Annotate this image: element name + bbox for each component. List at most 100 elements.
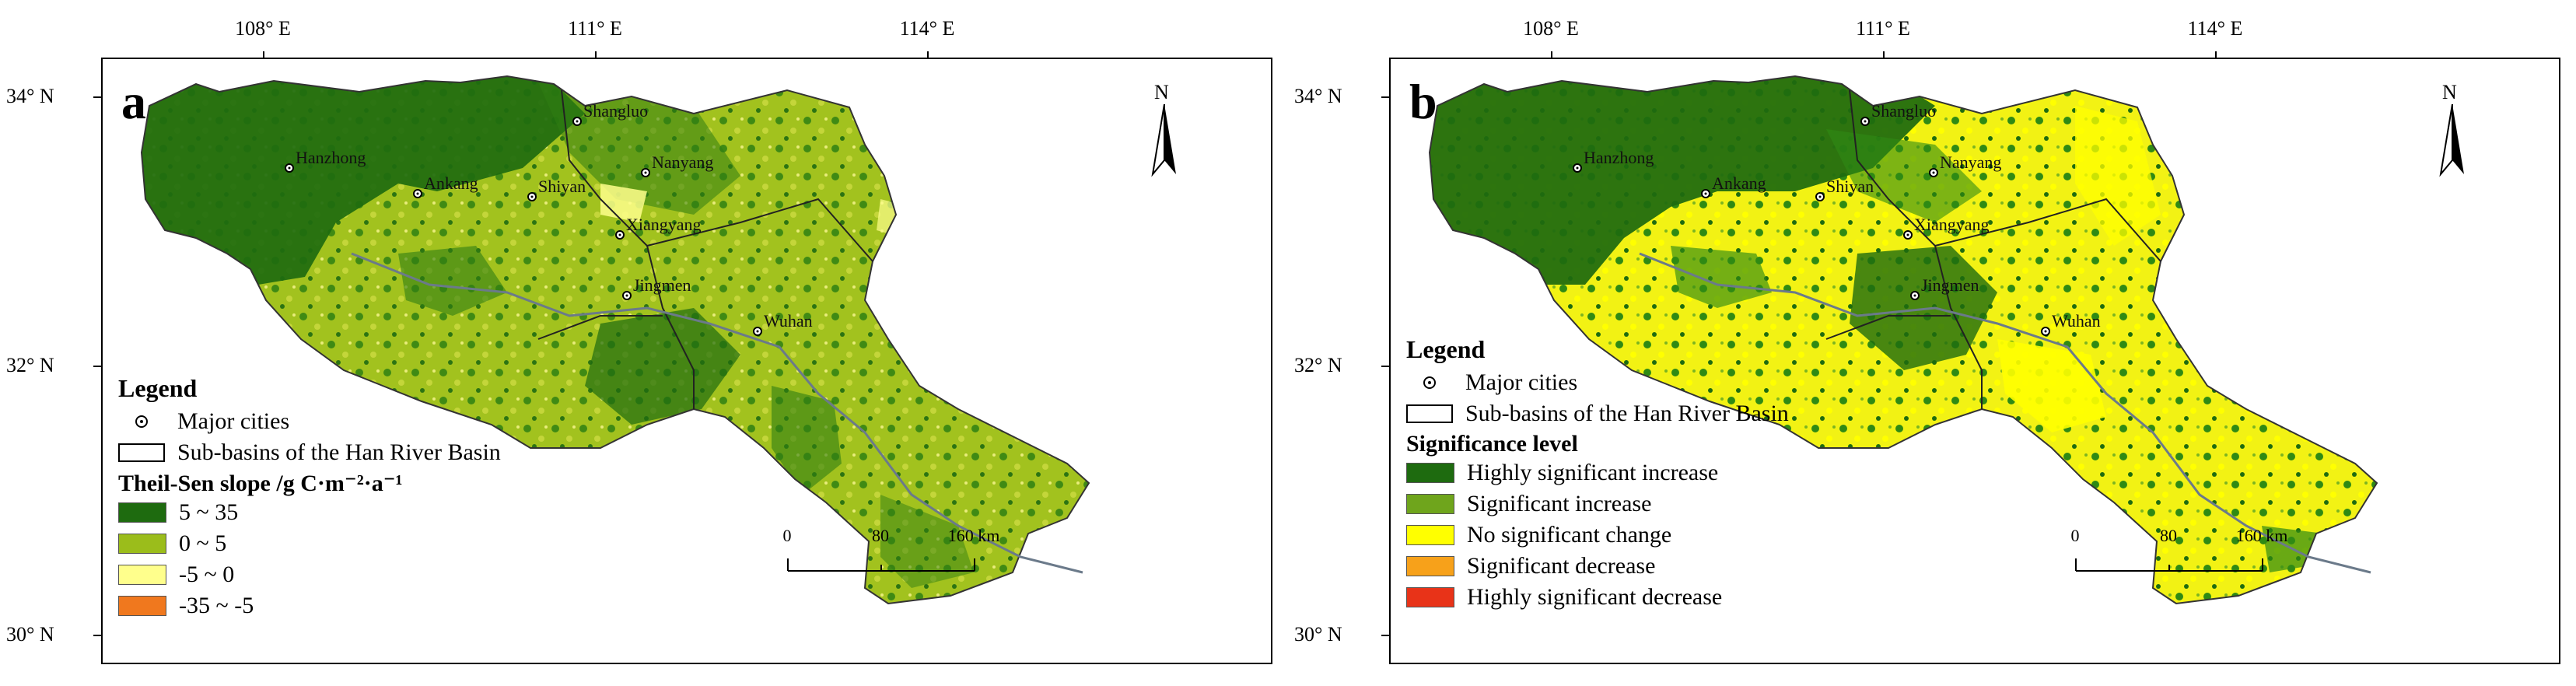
y-tick-mark — [1381, 366, 1389, 367]
scale-bar: 0 80 160 km — [2071, 526, 2287, 588]
north-label: N — [1154, 81, 1169, 103]
legend-title: Legend — [118, 374, 198, 402]
legend-swatch — [1406, 494, 1454, 514]
city-label-xiangyang: Xiangyang — [1914, 215, 1990, 234]
scale-bar: 0 80 160 km — [783, 526, 999, 588]
x-tick-111: 111° E — [568, 17, 622, 40]
y-tick-34: 34° N — [1294, 85, 1342, 107]
city-markers-a — [285, 117, 762, 336]
legend-cities-label: Major cities — [1465, 369, 1578, 395]
city-label-wuhan: Wuhan — [2052, 311, 2101, 331]
x-tick-mark — [263, 51, 264, 59]
y-tick-32: 32° N — [1294, 354, 1342, 376]
legend-swatch — [1406, 463, 1454, 483]
x-tick-114: 114° E — [899, 17, 955, 40]
legend-a: Legend Major cities Sub-basins of the Ha… — [118, 374, 501, 621]
city-label-xiangyang: Xiangyang — [626, 215, 702, 234]
legend-b: Legend Major cities Sub-basins of the Ha… — [1406, 335, 1789, 613]
x-tick-108: 108° E — [235, 17, 291, 40]
legend-row-class: No significant change — [1406, 520, 1789, 551]
legend-swatch — [118, 534, 166, 554]
legend-row-basins: Sub-basins of the Han River Basin — [118, 437, 501, 468]
x-tick-mark — [1883, 51, 1885, 59]
basin-map-a: Shangluo Hanzhong Ankang Shiyan Nanyang … — [140, 75, 1090, 605]
scale-label: 160 km — [2235, 526, 2288, 545]
legend-row-class: 5 ~ 35 — [118, 497, 501, 528]
basin-symbol-icon — [118, 443, 165, 462]
legend-swatch — [1406, 525, 1454, 545]
scale-label: 160 km — [947, 526, 1000, 545]
legend-swatch — [118, 502, 166, 523]
x-tick-mark — [595, 51, 597, 59]
y-tick-34: 34° N — [6, 85, 54, 107]
legend-row-class: Significant decrease — [1406, 551, 1789, 582]
legend-class-label: Highly significant increase — [1467, 460, 1719, 485]
legend-class-label: 0 ~ 5 — [179, 530, 227, 556]
city-label-shangluo: Shangluo — [583, 101, 648, 121]
legend-class-title: Theil-Sen slope /g C·m⁻²·a⁻¹ — [118, 471, 403, 496]
city-label-nanyang: Nanyang — [1940, 152, 2001, 172]
map-frame-a: a — [101, 58, 1272, 664]
legend-class-label: Highly significant decrease — [1467, 584, 1723, 610]
city-markers-b — [1573, 117, 2050, 336]
city-label-hanzhong: Hanzhong — [1584, 148, 1654, 167]
y-tick-mark — [1381, 635, 1389, 636]
map-frame-b: b — [1389, 58, 2560, 664]
y-tick-30: 30° N — [6, 623, 54, 646]
north-label: N — [2442, 81, 2457, 103]
x-tick-mark — [1551, 51, 1552, 59]
scale-label: 80 — [2160, 526, 2177, 545]
x-tick-mark — [927, 51, 929, 59]
x-tick-114: 114° E — [2187, 17, 2243, 40]
city-label-hanzhong: Hanzhong — [296, 148, 366, 167]
legend-class-label: -35 ~ -5 — [179, 593, 254, 618]
scale-label: 0 — [2070, 526, 2080, 545]
x-tick-mark — [2215, 51, 2217, 59]
panel-a: 108° E 111° E 114° E 34° N 32° N 30° N a — [6, 17, 1272, 664]
legend-class-label: No significant change — [1467, 522, 1672, 548]
x-tick-111: 111° E — [1856, 17, 1910, 40]
city-label-ankang: Ankang — [1712, 173, 1766, 193]
legend-class-label: Significant increase — [1467, 491, 1652, 516]
legend-row-basins: Sub-basins of the Han River Basin — [1406, 398, 1789, 429]
north-arrow-icon: N — [2425, 81, 2480, 182]
legend-row-class: Highly significant increase — [1406, 457, 1789, 488]
y-tick-mark — [93, 96, 101, 98]
city-label-shiyan: Shiyan — [538, 177, 586, 196]
north-arrow-icon: N — [1137, 81, 1192, 182]
city-label-shangluo: Shangluo — [1871, 101, 1936, 121]
basin-symbol-icon — [1406, 404, 1453, 423]
legend-row-class: 0 ~ 5 — [118, 528, 501, 559]
legend-swatch — [118, 565, 166, 585]
legend-row-class: -5 ~ 0 — [118, 559, 501, 590]
legend-basin-label: Sub-basins of the Han River Basin — [1465, 401, 1789, 426]
y-tick-mark — [93, 635, 101, 636]
legend-title: Legend — [1406, 335, 1486, 363]
legend-row-class: Significant increase — [1406, 488, 1789, 520]
legend-row-cities: Major cities — [1406, 367, 1789, 398]
x-tick-108: 108° E — [1523, 17, 1579, 40]
legend-class-label: 5 ~ 35 — [179, 499, 239, 525]
panel-b: 108° E 111° E 114° E 34° N 32° N 30° N b — [1288, 0, 2576, 686]
legend-swatch — [118, 596, 166, 616]
city-label-jingmen: Jingmen — [1921, 275, 1979, 295]
legend-cities-label: Major cities — [177, 408, 290, 434]
legend-swatch — [1406, 556, 1454, 576]
legend-row-class: Highly significant decrease — [1406, 582, 1789, 613]
city-label-nanyang: Nanyang — [652, 152, 713, 172]
y-tick-mark — [93, 366, 101, 367]
y-tick-mark — [1381, 96, 1389, 98]
legend-row-cities: Major cities — [118, 406, 501, 437]
legend-class-label: Significant decrease — [1467, 553, 1656, 579]
y-tick-32: 32° N — [6, 354, 54, 376]
city-label-shiyan: Shiyan — [1826, 177, 1874, 196]
basin-map-b: Shangluo Hanzhong Ankang Shiyan Nanyang … — [1428, 75, 2378, 605]
y-tick-30: 30° N — [1294, 623, 1342, 646]
city-symbol-icon — [1406, 375, 1453, 390]
city-label-wuhan: Wuhan — [764, 311, 813, 331]
city-label-jingmen: Jingmen — [633, 275, 691, 295]
legend-class-label: -5 ~ 0 — [179, 562, 235, 587]
city-label-ankang: Ankang — [424, 173, 478, 193]
city-symbol-icon — [118, 414, 165, 429]
legend-swatch — [1406, 587, 1454, 607]
